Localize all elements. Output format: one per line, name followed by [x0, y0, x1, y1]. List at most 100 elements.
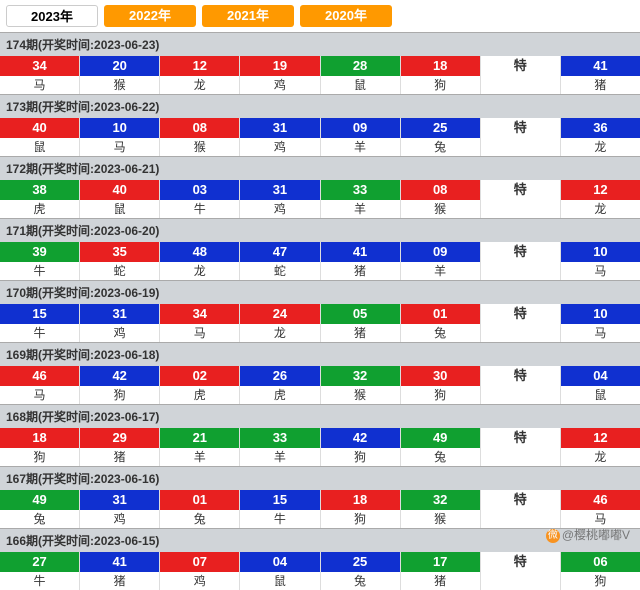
cell: 25兔	[401, 118, 481, 156]
number-badge: 28	[321, 56, 400, 76]
number-badge: 18	[0, 428, 79, 448]
number-badge: 25	[401, 118, 480, 138]
period-header: 174期(开奖时间:2023-06-23)	[0, 32, 640, 56]
zodiac-label: 鸡	[240, 138, 319, 156]
cell: 29猪	[80, 428, 160, 466]
cell: 30狗	[401, 366, 481, 404]
zodiac-label: 马	[160, 324, 239, 342]
period-row: 15牛31鸡34马24龙05猪01兔特10马	[0, 304, 640, 342]
cell: 特	[481, 304, 561, 342]
year-tab-3[interactable]: 2020年	[300, 5, 392, 27]
zodiac-label: 龙	[240, 324, 319, 342]
year-tab-1[interactable]: 2022年	[104, 5, 196, 27]
number-badge: 特	[481, 552, 560, 572]
number-badge: 12	[561, 180, 640, 200]
cell: 42狗	[80, 366, 160, 404]
period-6: 168期(开奖时间:2023-06-17)18狗29猪21羊33羊42狗49兔特…	[0, 404, 640, 466]
zodiac-label: 狗	[401, 76, 480, 94]
zodiac-label: 鼠	[561, 386, 640, 404]
year-tab-2[interactable]: 2021年	[202, 5, 294, 27]
zodiac-label: 羊	[240, 448, 319, 466]
number-badge: 29	[80, 428, 159, 448]
zodiac-label: 兔	[160, 510, 239, 528]
period-header: 173期(开奖时间:2023-06-22)	[0, 94, 640, 118]
zodiac-label: 鸡	[80, 510, 159, 528]
year-tab-0[interactable]: 2023年	[6, 5, 98, 27]
cell: 03牛	[160, 180, 240, 218]
number-badge: 42	[80, 366, 159, 386]
number-badge: 32	[401, 490, 480, 510]
zodiac-label: 马	[561, 324, 640, 342]
zodiac-label: 兔	[401, 448, 480, 466]
cell: 15牛	[0, 304, 80, 342]
cell: 19鸡	[240, 56, 320, 94]
cell: 12龙	[561, 180, 640, 218]
number-badge: 15	[240, 490, 319, 510]
zodiac-label: 鼠	[80, 200, 159, 218]
zodiac-label: 猪	[80, 572, 159, 590]
number-badge: 15	[0, 304, 79, 324]
number-badge: 05	[321, 304, 400, 324]
zodiac-label: 猴	[401, 510, 480, 528]
cell: 17猪	[401, 552, 481, 590]
zodiac-label: 虎	[0, 200, 79, 218]
cell: 18狗	[321, 490, 401, 528]
zodiac-label: 鼠	[321, 76, 400, 94]
cell: 01兔	[160, 490, 240, 528]
period-header: 172期(开奖时间:2023-06-21)	[0, 156, 640, 180]
zodiac-label: 猴	[160, 138, 239, 156]
cell: 38虎	[0, 180, 80, 218]
cell: 48龙	[160, 242, 240, 280]
zodiac-label: 羊	[160, 448, 239, 466]
number-badge: 40	[80, 180, 159, 200]
period-3: 171期(开奖时间:2023-06-20)39牛35蛇48龙47蛇41猪09羊特…	[0, 218, 640, 280]
zodiac-label: 猴	[401, 200, 480, 218]
cell: 20猴	[80, 56, 160, 94]
zodiac-label: 牛	[240, 510, 319, 528]
period-header: 167期(开奖时间:2023-06-16)	[0, 466, 640, 490]
zodiac-label: 蛇	[80, 262, 159, 280]
number-badge: 31	[240, 118, 319, 138]
zodiac-label: 羊	[401, 262, 480, 280]
zodiac-label: 猪	[561, 76, 640, 94]
number-badge: 49	[401, 428, 480, 448]
zodiac-label: 兔	[0, 510, 79, 528]
number-badge: 18	[401, 56, 480, 76]
number-badge: 特	[481, 366, 560, 386]
number-badge: 04	[240, 552, 319, 572]
zodiac-label: 猪	[80, 448, 159, 466]
zodiac-label: 狗	[80, 386, 159, 404]
zodiac-label: 羊	[321, 138, 400, 156]
cell: 35蛇	[80, 242, 160, 280]
cell: 41猪	[80, 552, 160, 590]
cell: 49兔	[0, 490, 80, 528]
zodiac-label: 龙	[561, 448, 640, 466]
cell: 02虎	[160, 366, 240, 404]
number-badge: 01	[401, 304, 480, 324]
number-badge: 25	[321, 552, 400, 572]
cell: 特	[481, 490, 561, 528]
number-badge: 20	[80, 56, 159, 76]
number-badge: 40	[0, 118, 79, 138]
zodiac-label: 鸡	[160, 572, 239, 590]
period-row: 18狗29猪21羊33羊42狗49兔特12龙	[0, 428, 640, 466]
zodiac-label: 狗	[561, 572, 640, 590]
cell: 04鼠	[240, 552, 320, 590]
number-badge: 47	[240, 242, 319, 262]
number-badge: 49	[0, 490, 79, 510]
number-badge: 06	[561, 552, 640, 572]
cell: 42狗	[321, 428, 401, 466]
number-badge: 19	[240, 56, 319, 76]
number-badge: 34	[0, 56, 79, 76]
cell: 24龙	[240, 304, 320, 342]
number-badge: 08	[401, 180, 480, 200]
period-row: 39牛35蛇48龙47蛇41猪09羊特10马	[0, 242, 640, 280]
period-2: 172期(开奖时间:2023-06-21)38虎40鼠03牛31鸡33羊08猴特…	[0, 156, 640, 218]
number-badge: 46	[0, 366, 79, 386]
period-header: 170期(开奖时间:2023-06-19)	[0, 280, 640, 304]
number-badge: 特	[481, 428, 560, 448]
number-badge: 24	[240, 304, 319, 324]
period-row: 49兔31鸡01兔15牛18狗32猴特46马	[0, 490, 640, 528]
number-badge: 36	[561, 118, 640, 138]
cell: 21羊	[160, 428, 240, 466]
